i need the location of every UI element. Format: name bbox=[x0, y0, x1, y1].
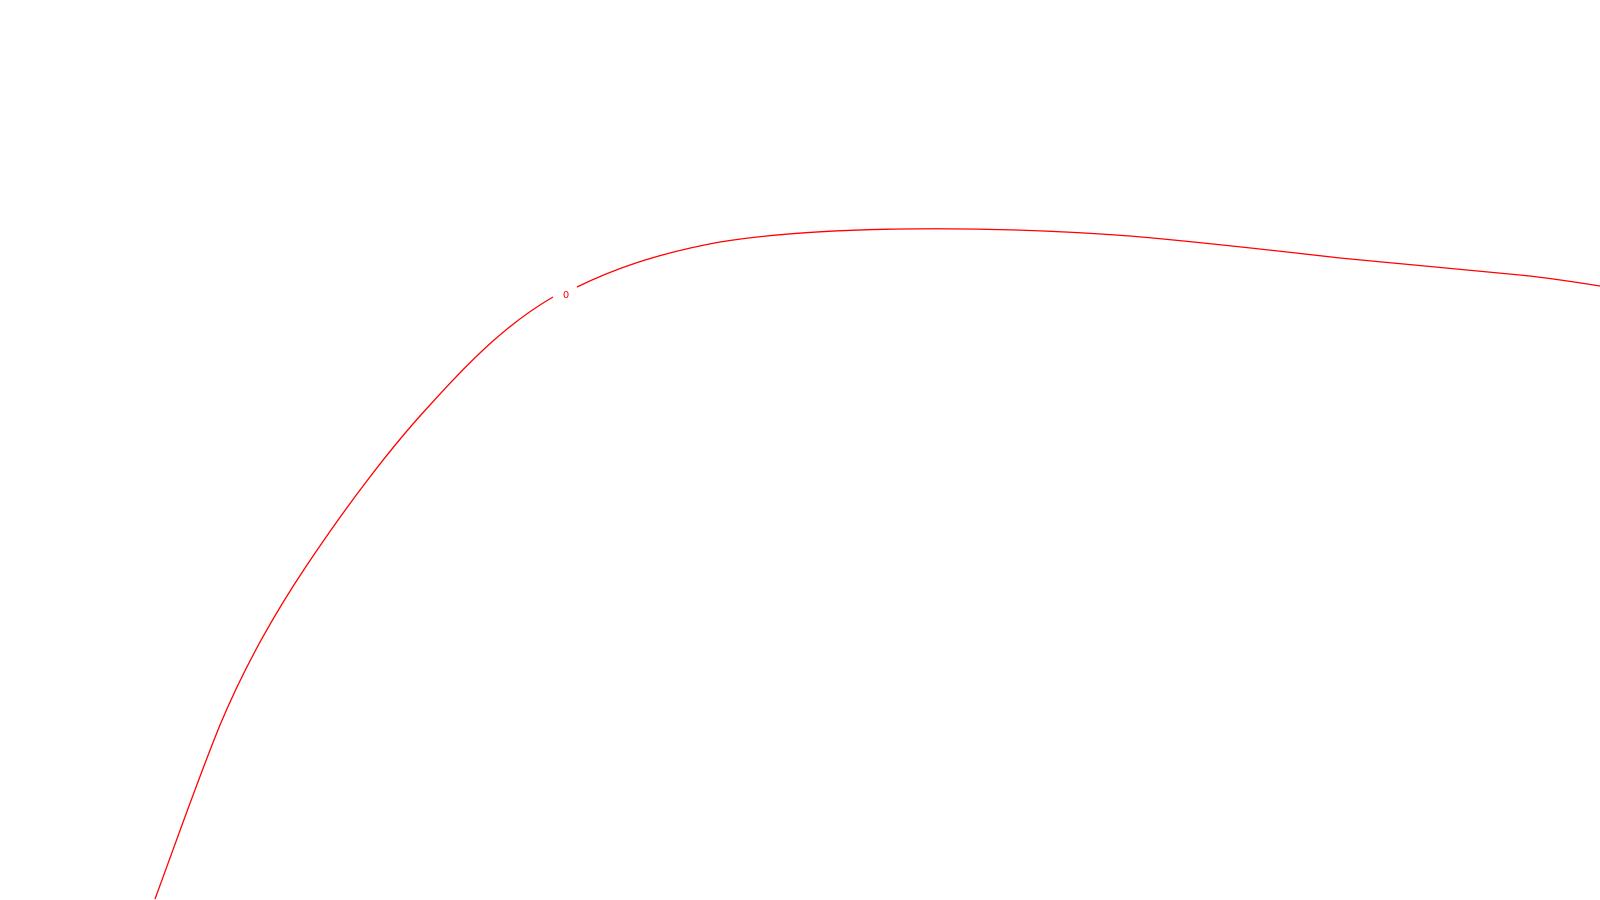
contour-line-lower bbox=[154, 296, 554, 900]
contour-line-upper bbox=[576, 228, 1600, 288]
contour-zero: 0 bbox=[154, 228, 1600, 900]
contour-label: 0 bbox=[563, 290, 569, 301]
